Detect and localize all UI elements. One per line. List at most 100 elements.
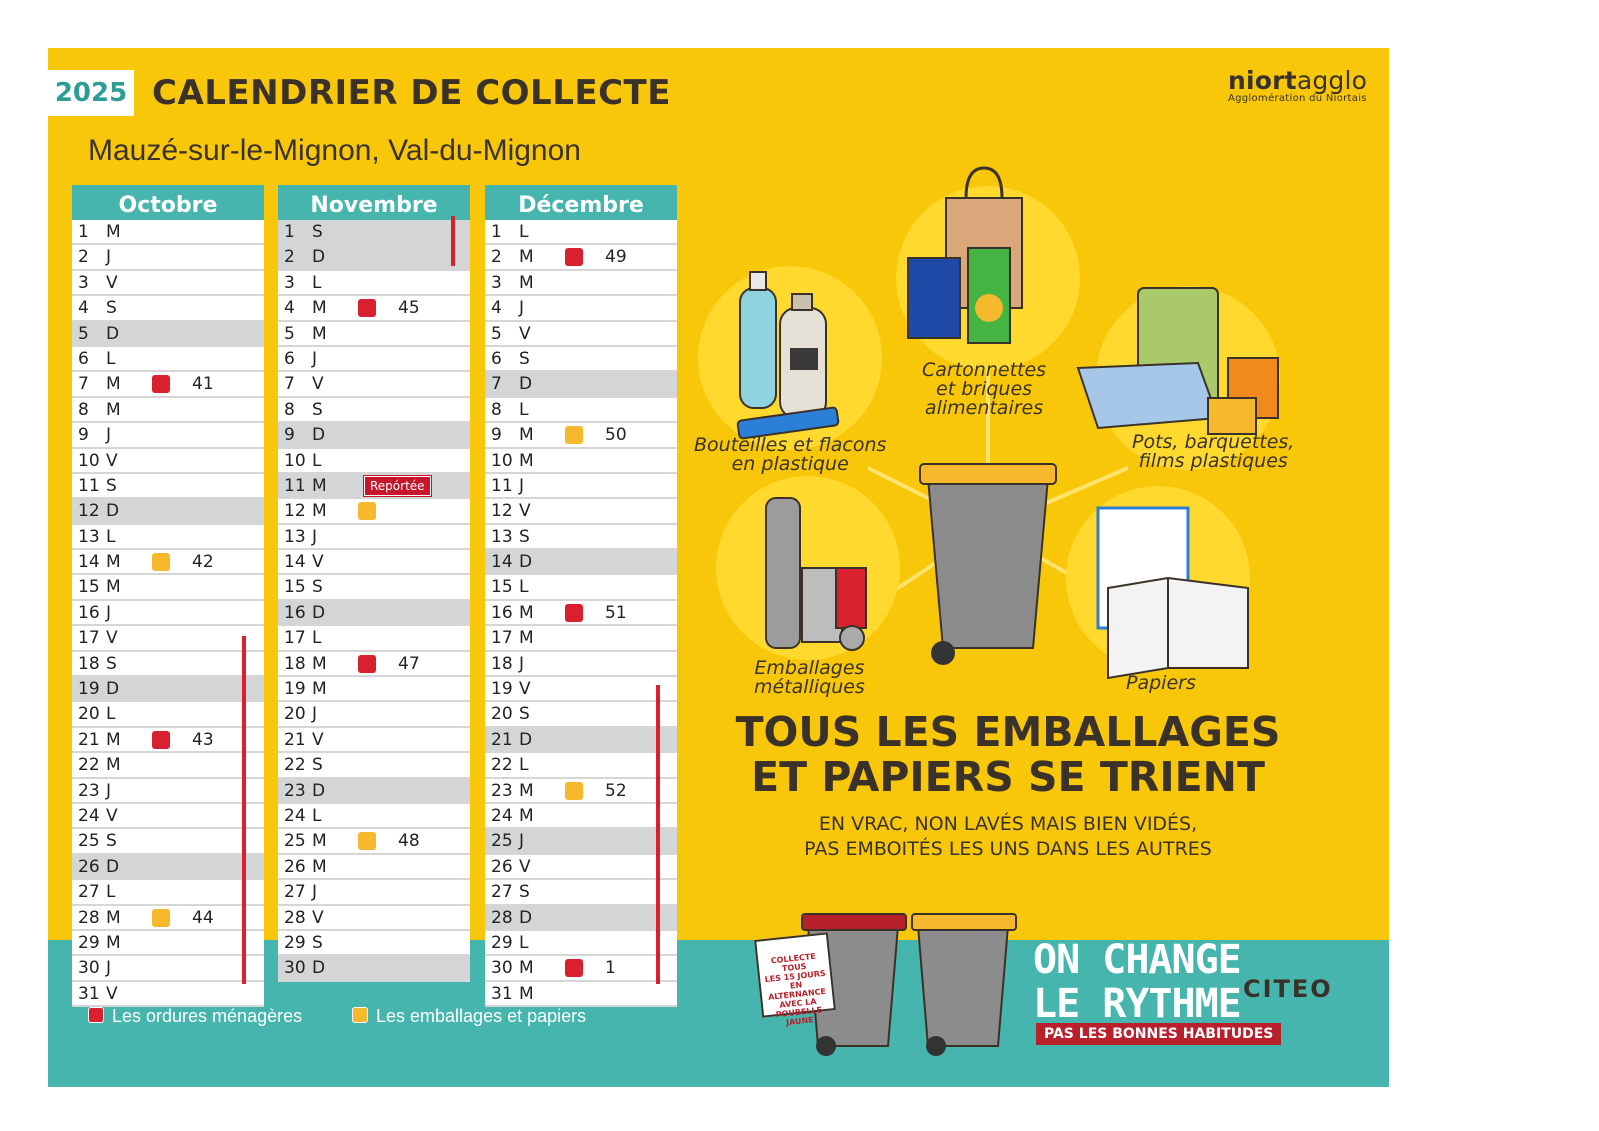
day-row: 10 M	[485, 448, 677, 474]
week-number: 48	[398, 831, 420, 852]
weekday-letter: J	[519, 653, 525, 674]
weekday-letter: D	[106, 501, 120, 522]
day-number: 8	[491, 399, 502, 420]
label-bouteilles: Bouteilles et flacons en plastique	[694, 436, 886, 474]
day-number: 5	[78, 323, 89, 344]
weekday-letter: M	[106, 729, 121, 750]
day-number: 8	[78, 399, 89, 420]
metal-cans-icon	[765, 497, 867, 651]
day-number: 4	[78, 298, 89, 319]
weekday-letter: M	[312, 856, 327, 877]
weekday-letter: V	[106, 450, 118, 471]
day-row: 26 D	[72, 854, 264, 881]
weekday-letter: M	[519, 958, 534, 979]
weekday-letter: V	[519, 323, 531, 344]
day-number: 6	[78, 348, 89, 369]
day-list: 1 S 2 D 3 L 4 M 45 5 M 6 J 7 V 8 S 9 D 10 L 11 M Repórtée 12 M 13 J…	[278, 220, 470, 982]
day-row: 7 M 41	[72, 372, 264, 398]
day-number: 13	[284, 526, 306, 547]
day-list: 1 M 2 J 3 V 4 S 5 D 6 L 7 M 41 8 M 9 J 10 V 11 S 12 D 13 L 14 M 42 15 M…	[72, 220, 264, 1008]
weekday-letter: S	[106, 298, 117, 319]
label-cartonnettes: Cartonnettes et briques alimentaires	[922, 361, 1046, 418]
day-number: 28	[491, 907, 513, 928]
day-row: 21 D	[485, 727, 677, 754]
brand-subtitle: Agglomération du Niortais	[1228, 93, 1367, 104]
day-number: 27	[284, 882, 306, 903]
day-number: 14	[284, 552, 306, 573]
day-number: 2	[491, 247, 502, 268]
weekday-letter: S	[106, 653, 117, 674]
day-row: 15 M	[72, 575, 264, 601]
day-number: 3	[78, 272, 89, 293]
day-row: 15 S	[278, 575, 470, 601]
weekday-letter: J	[106, 247, 112, 268]
day-number: 30	[284, 958, 306, 979]
label-text: Papiers	[1126, 672, 1196, 694]
weekday-letter: L	[519, 577, 529, 598]
weekday-letter: M	[312, 475, 327, 496]
brand-light: agglo	[1296, 66, 1368, 95]
emballages-marker-icon	[358, 502, 376, 521]
month-december: Décembre 1 L 2 M 49 3 M 4 J 5 V 6 S 7 D 8 L 9 M 50 10 M 11 J 12 V…	[485, 185, 677, 1008]
day-number: 10	[284, 450, 306, 471]
yellow-lid-bin-icon	[919, 463, 1057, 665]
day-number: 31	[78, 983, 100, 1004]
day-number: 7	[491, 374, 502, 395]
weekday-letter: L	[519, 222, 529, 242]
weekday-letter: M	[519, 247, 534, 268]
label-line: Papiers	[1126, 674, 1196, 693]
school-holiday-bar	[242, 636, 246, 984]
slogan-line-1: ON CHANGE	[1033, 937, 1242, 983]
day-number: 27	[491, 882, 513, 903]
ordures-marker-icon	[358, 654, 376, 673]
day-number: 20	[491, 704, 513, 725]
week-number: 51	[605, 602, 627, 623]
day-row: 26 M	[278, 854, 470, 881]
day-row: 16 M 51	[485, 600, 677, 627]
week-number: 42	[192, 552, 214, 573]
label-text: Cartonnettes	[922, 359, 1047, 381]
weekday-letter: D	[519, 552, 533, 573]
day-row: 22 L	[485, 753, 677, 779]
emballages-marker-icon	[565, 781, 583, 800]
week-number: 41	[192, 374, 214, 395]
day-row: 17 M	[485, 626, 677, 652]
weekday-letter: S	[519, 526, 530, 547]
day-row: 2 M 49	[485, 245, 677, 271]
day-row: 29 L	[485, 930, 677, 957]
subhead-line-2: PAS EMBOITÉS LES UNS DANS LES AUTRES	[804, 838, 1212, 860]
ordures-marker-icon	[565, 248, 583, 267]
day-row: 27 L	[72, 880, 264, 906]
weekday-letter: M	[519, 805, 534, 826]
day-row: 18 M 47	[278, 651, 470, 678]
day-number: 3	[491, 272, 502, 293]
week-number: 47	[398, 653, 420, 674]
month-header: Novembre	[278, 185, 470, 220]
school-holiday-bar	[656, 685, 660, 984]
day-row: 19 M	[278, 677, 470, 703]
day-number: 7	[78, 374, 89, 395]
day-number: 10	[491, 450, 513, 471]
weekday-letter: V	[312, 552, 324, 573]
day-number: 8	[284, 399, 295, 420]
label-text: films plastiques	[1138, 450, 1288, 472]
week-number: 49	[605, 247, 627, 268]
day-number: 17	[491, 628, 513, 649]
legend-emballages: Les emballages et papiers	[352, 1006, 586, 1027]
weekday-letter: L	[106, 704, 116, 725]
emballages-marker-icon	[358, 832, 376, 851]
day-number: 24	[491, 805, 513, 826]
weekday-letter: J	[312, 526, 318, 547]
day-number: 22	[78, 755, 100, 776]
day-number: 19	[491, 679, 513, 700]
day-number: 22	[284, 755, 306, 776]
weekday-letter: S	[312, 932, 323, 953]
day-row: 21 V	[278, 727, 470, 754]
weekday-letter: J	[519, 475, 525, 496]
day-number: 12	[284, 501, 306, 522]
